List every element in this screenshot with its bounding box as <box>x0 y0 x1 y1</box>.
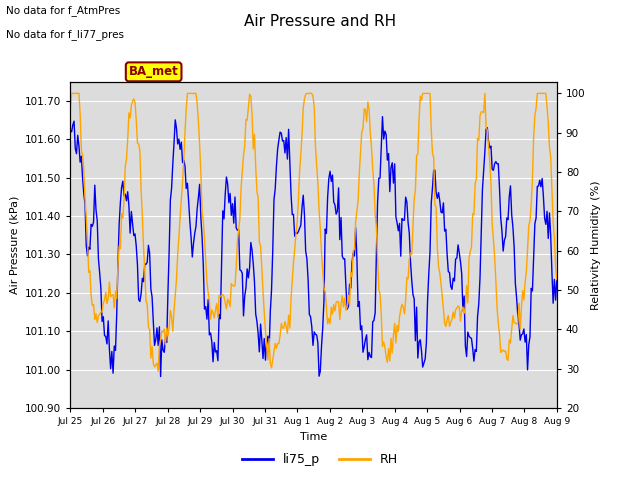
Text: No data for f_li77_pres: No data for f_li77_pres <box>6 29 124 40</box>
li75_p <box>420 360 428 366</box>
Line: li75_p: li75_p <box>70 117 557 377</box>
X-axis label: Time: Time <box>300 432 327 442</box>
li75_p <box>67 127 74 133</box>
RH <box>553 277 561 283</box>
li75_p <box>260 336 268 341</box>
Text: BA_met: BA_met <box>129 65 179 78</box>
li75_p <box>125 203 132 209</box>
li75_p <box>227 191 234 196</box>
li75_p <box>379 114 387 120</box>
RH <box>262 327 269 333</box>
RH <box>420 91 428 96</box>
RH <box>68 91 76 96</box>
Y-axis label: Air Pressure (kPa): Air Pressure (kPa) <box>10 196 20 294</box>
RH <box>422 91 430 96</box>
RH <box>126 115 134 121</box>
li75_p <box>157 374 164 380</box>
RH <box>154 368 162 374</box>
li75_p <box>422 340 430 346</box>
Line: RH: RH <box>70 94 557 371</box>
Y-axis label: Relativity Humidity (%): Relativity Humidity (%) <box>591 180 601 310</box>
RH <box>227 281 235 287</box>
Legend: li75_p, RH: li75_p, RH <box>237 448 403 471</box>
Text: No data for f_AtmPres: No data for f_AtmPres <box>6 5 121 16</box>
Text: Air Pressure and RH: Air Pressure and RH <box>244 14 396 29</box>
li75_p <box>553 277 561 283</box>
RH <box>375 287 383 292</box>
li75_p <box>374 199 381 204</box>
RH <box>67 105 74 111</box>
